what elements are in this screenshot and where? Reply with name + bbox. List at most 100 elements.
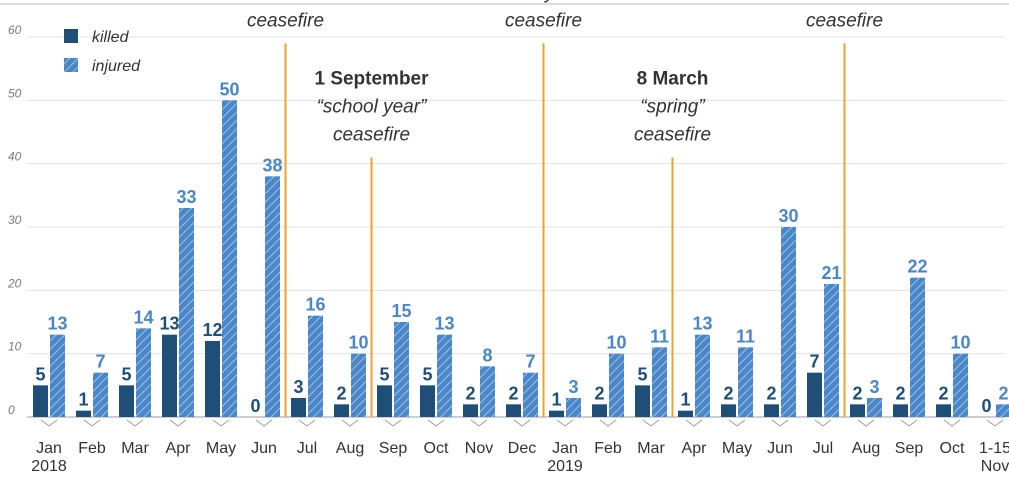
value-label-killed: 1 (551, 390, 561, 410)
bar-killed (764, 404, 779, 417)
y-tick-label: 30 (8, 213, 22, 227)
bar-injured (93, 372, 108, 417)
y-tick-label: 60 (8, 23, 22, 37)
x-tick-label: Nov (465, 440, 493, 457)
value-label-injured: 7 (525, 352, 535, 372)
bar-injured (910, 277, 925, 417)
value-label-killed: 2 (852, 383, 862, 403)
x-tick-label: 1-15 (979, 440, 1009, 457)
annotation-date: 8 March (637, 68, 709, 89)
bar-injured (781, 227, 796, 417)
value-label-killed: 2 (594, 383, 604, 403)
bar-injured (738, 347, 753, 417)
value-label-injured: 13 (47, 314, 67, 334)
x-tick-mark (169, 419, 187, 427)
x-tick-mark (814, 419, 832, 427)
x-tick-mark (83, 419, 101, 427)
bar-killed (549, 410, 564, 417)
value-label-killed: 0 (250, 396, 260, 416)
x-tick-mark (599, 419, 617, 427)
bar-killed (721, 404, 736, 417)
value-label-injured: 21 (821, 263, 841, 283)
value-label-killed: 5 (35, 364, 45, 384)
bar-injured (480, 366, 495, 417)
annotation-name: “school year” (317, 96, 428, 117)
x-tick-label: Oct (424, 440, 449, 457)
bar-killed (592, 404, 607, 417)
bar-killed (678, 410, 693, 417)
value-label-injured: 13 (692, 314, 712, 334)
annotation-name: “unlimited” (800, 0, 890, 3)
x-tick-mark (298, 419, 316, 427)
value-label-injured: 10 (606, 333, 626, 353)
bar-killed (162, 334, 177, 417)
value-label-killed: 5 (422, 364, 432, 384)
x-tick-label: Aug (336, 440, 364, 457)
value-label-killed: 2 (938, 383, 948, 403)
bar-killed (463, 404, 478, 417)
bar-killed (506, 404, 521, 417)
value-label-killed: 5 (379, 364, 389, 384)
x-tick-label: Apr (682, 440, 708, 457)
x-tick-label: Aug (852, 440, 880, 457)
y-tick-label: 20 (7, 276, 22, 290)
x-tick-mark (513, 419, 531, 427)
value-label-injured: 7 (95, 352, 105, 372)
x-tick-mark (470, 419, 488, 427)
x-tick-label: Sep (895, 440, 924, 457)
value-label-killed: 13 (159, 314, 179, 334)
value-label-injured: 11 (736, 326, 755, 346)
bar-injured (308, 315, 323, 417)
x-tick-label: Jan (552, 440, 578, 457)
bar-killed (807, 372, 822, 417)
x-tick-label: Jan (36, 440, 62, 457)
bar-injured (867, 398, 882, 417)
x-tick-label: Mar (121, 440, 149, 457)
x-tick-mark (986, 419, 1004, 427)
bar-injured (265, 176, 280, 417)
x-tick-label: Jun (767, 440, 793, 457)
bar-injured (566, 398, 581, 417)
x-tick-label: May (722, 440, 752, 457)
bar-killed (76, 410, 91, 417)
value-label-killed: 12 (202, 320, 222, 340)
x-tick-mark (857, 419, 875, 427)
annotation-date: 1 September (314, 68, 429, 89)
value-label-killed: 2 (465, 383, 475, 403)
value-label-injured: 16 (305, 295, 325, 315)
x-tick-mark (642, 419, 660, 427)
y-tick-label: 0 (8, 403, 15, 417)
value-label-injured: 8 (482, 345, 492, 365)
legend-label-injured: injured (92, 58, 141, 75)
value-label-injured: 3 (869, 377, 879, 397)
bar-killed (291, 398, 306, 417)
bar-killed (205, 341, 220, 417)
x-tick-label: Jun (251, 440, 277, 457)
bar-injured (652, 347, 667, 417)
annotation-word: ceasefire (333, 124, 410, 145)
x-tick-label: Apr (166, 440, 192, 457)
x-tick-label: Feb (594, 440, 622, 457)
bar-injured (136, 328, 151, 417)
x-tick-mark (384, 419, 402, 427)
y-tick-label: 40 (8, 150, 22, 164)
x-tick-mark (40, 419, 58, 427)
bar-injured (523, 372, 538, 417)
bar-injured (953, 353, 968, 417)
value-label-killed: 1 (680, 390, 690, 410)
bar-injured (222, 100, 237, 417)
value-label-killed: 2 (508, 383, 518, 403)
value-label-injured: 15 (391, 301, 411, 321)
x-tick-label: Nov (981, 458, 1009, 475)
x-tick-label: Jul (297, 440, 317, 457)
bar-injured (351, 353, 366, 417)
x-tick-label: Sep (379, 440, 408, 457)
annotation-word: ceasefire (505, 10, 582, 31)
x-tick-label: Mar (637, 440, 665, 457)
bar-injured (437, 334, 452, 417)
bar-killed (936, 404, 951, 417)
value-label-killed: 7 (809, 352, 819, 372)
x-tick-label: Oct (940, 440, 965, 457)
bar-killed (420, 385, 435, 417)
